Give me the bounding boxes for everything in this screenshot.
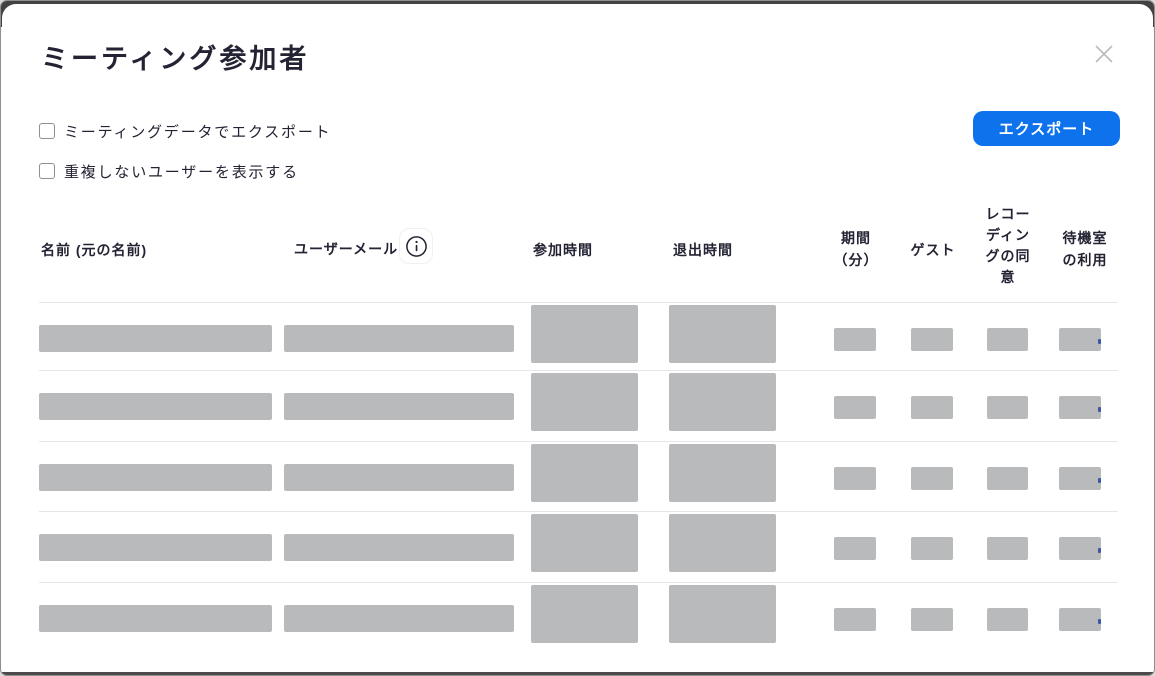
- column-header-guest: ゲスト: [910, 242, 956, 258]
- redacted-email-cell: [284, 325, 514, 352]
- redacted-duration-cell: [834, 537, 876, 560]
- email-info-button[interactable]: [399, 228, 433, 264]
- redacted-name-cell: [39, 464, 272, 491]
- redacted-join-time-cell: [531, 585, 638, 643]
- redacted-waiting-room-cell: [1059, 396, 1101, 419]
- checkbox-label: 重複しないユーザーを表示する: [64, 163, 299, 181]
- redacted-consent-cell: [987, 328, 1028, 351]
- redacted-leave-time-cell: [669, 585, 776, 643]
- redacted-duration-cell: [834, 396, 876, 419]
- redacted-name-cell: [39, 605, 272, 632]
- table-row: [39, 511, 1118, 580]
- redacted-waiting-room-cell: [1059, 467, 1101, 490]
- redacted-waiting-room-cell: [1059, 537, 1101, 560]
- checkbox-label: ミーティングデータでエクスポート: [64, 123, 332, 141]
- redaction-artifact-dot: [1098, 407, 1101, 412]
- redacted-consent-cell: [987, 396, 1028, 419]
- redacted-duration-cell: [834, 328, 876, 351]
- column-header-join-time: 参加時間: [533, 242, 593, 258]
- redacted-consent-cell: [987, 608, 1028, 631]
- redacted-duration-cell: [834, 608, 876, 631]
- table-row: [39, 582, 1118, 651]
- redacted-join-time-cell: [531, 373, 638, 431]
- export-with-meeting-data-option[interactable]: ミーティングデータでエクスポート: [39, 122, 332, 141]
- redacted-guest-cell: [911, 328, 953, 351]
- redacted-name-cell: [39, 534, 272, 561]
- redacted-waiting-room-cell: [1059, 328, 1101, 351]
- redacted-name-cell: [39, 325, 272, 352]
- redacted-duration-cell: [834, 467, 876, 490]
- info-circle-icon: [405, 235, 428, 258]
- table-row: [39, 441, 1118, 510]
- window-bottom-edge: [1, 672, 1154, 675]
- redacted-guest-cell: [911, 608, 953, 631]
- table-row: [39, 302, 1118, 371]
- column-header-waiting-room: 待機室 の利用: [1062, 230, 1108, 268]
- table-row: [39, 370, 1118, 439]
- checkbox-unchecked[interactable]: [39, 123, 55, 139]
- redacted-join-time-cell: [531, 305, 638, 363]
- redacted-email-cell: [284, 534, 514, 561]
- redacted-name-cell: [39, 393, 272, 420]
- redacted-email-cell: [284, 464, 514, 491]
- column-header-recording-consent: レコー ディン グの同 意: [985, 206, 1031, 285]
- redacted-email-cell: [284, 393, 514, 420]
- redacted-join-time-cell: [531, 514, 638, 572]
- redacted-guest-cell: [911, 537, 953, 560]
- show-unique-users-option[interactable]: 重複しないユーザーを表示する: [39, 162, 299, 181]
- column-header-email: ユーザーメール: [294, 241, 399, 257]
- redacted-leave-time-cell: [669, 305, 776, 363]
- redacted-guest-cell: [911, 396, 953, 419]
- redacted-consent-cell: [987, 467, 1028, 490]
- close-icon: [1092, 42, 1116, 66]
- close-button[interactable]: [1090, 40, 1118, 68]
- checkbox-unchecked[interactable]: [39, 163, 55, 179]
- redaction-artifact-dot: [1098, 339, 1101, 344]
- column-header-leave-time: 退出時間: [673, 242, 733, 258]
- redaction-artifact-dot: [1098, 548, 1101, 553]
- redacted-join-time-cell: [531, 444, 638, 502]
- redacted-email-cell: [284, 605, 514, 632]
- export-button[interactable]: エクスポート: [973, 111, 1120, 146]
- redacted-consent-cell: [987, 537, 1028, 560]
- redacted-leave-time-cell: [669, 373, 776, 431]
- dialog-title: ミーティング参加者: [41, 44, 310, 74]
- redacted-leave-time-cell: [669, 444, 776, 502]
- redaction-artifact-dot: [1098, 619, 1101, 624]
- column-header-name: 名前 (元の名前): [41, 242, 148, 258]
- column-header-duration: 期間 （分）: [833, 230, 879, 268]
- redacted-waiting-room-cell: [1059, 608, 1101, 631]
- redaction-artifact-dot: [1098, 478, 1101, 483]
- redacted-guest-cell: [911, 467, 953, 490]
- redacted-leave-time-cell: [669, 514, 776, 572]
